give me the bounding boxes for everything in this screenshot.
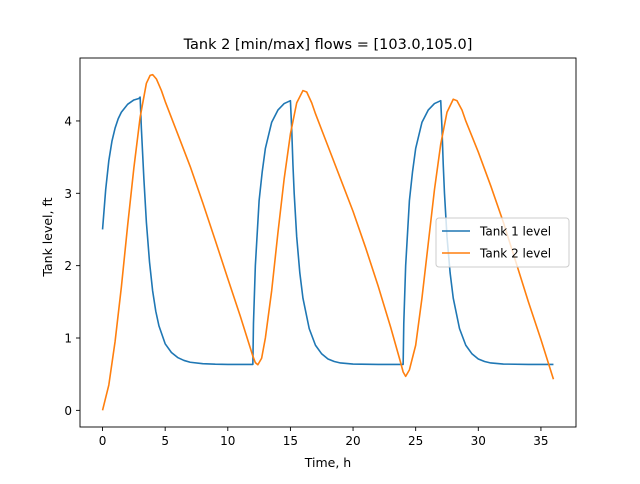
y-axis-label: Tank level, ft [40, 197, 55, 277]
axes: 0 5 10 15 20 25 30 35 0 1 2 3 4 [64, 57, 577, 448]
y-tick-label: 2 [64, 259, 72, 273]
x-axis-label: Time, h [304, 455, 351, 470]
series-line-2 [101, 73, 555, 411]
x-tick-label: 5 [161, 434, 169, 448]
plot-area [101, 73, 555, 411]
y-tick-label: 3 [64, 187, 72, 201]
y-tick-label: 0 [64, 404, 72, 418]
x-tick-label: 10 [220, 434, 235, 448]
axes-frame [79, 57, 577, 428]
y-tick-label: 4 [64, 114, 72, 128]
x-tick-label: 0 [99, 434, 107, 448]
y-tick-label: 1 [64, 332, 72, 346]
x-tick-label: 25 [408, 434, 423, 448]
legend-label-2: Tank 2 level [479, 247, 551, 261]
legend-label-1: Tank 1 level [479, 225, 551, 239]
x-tick-label: 20 [345, 434, 360, 448]
x-tick-label: 15 [283, 434, 298, 448]
series-line-1 [101, 96, 554, 366]
x-tick-label: 35 [533, 434, 548, 448]
chart-title: Tank 2 [min/max] flows = [103.0,105.0] [183, 37, 473, 53]
x-tick-label: 30 [471, 434, 486, 448]
legend: Tank 1 level Tank 2 level [435, 217, 570, 268]
